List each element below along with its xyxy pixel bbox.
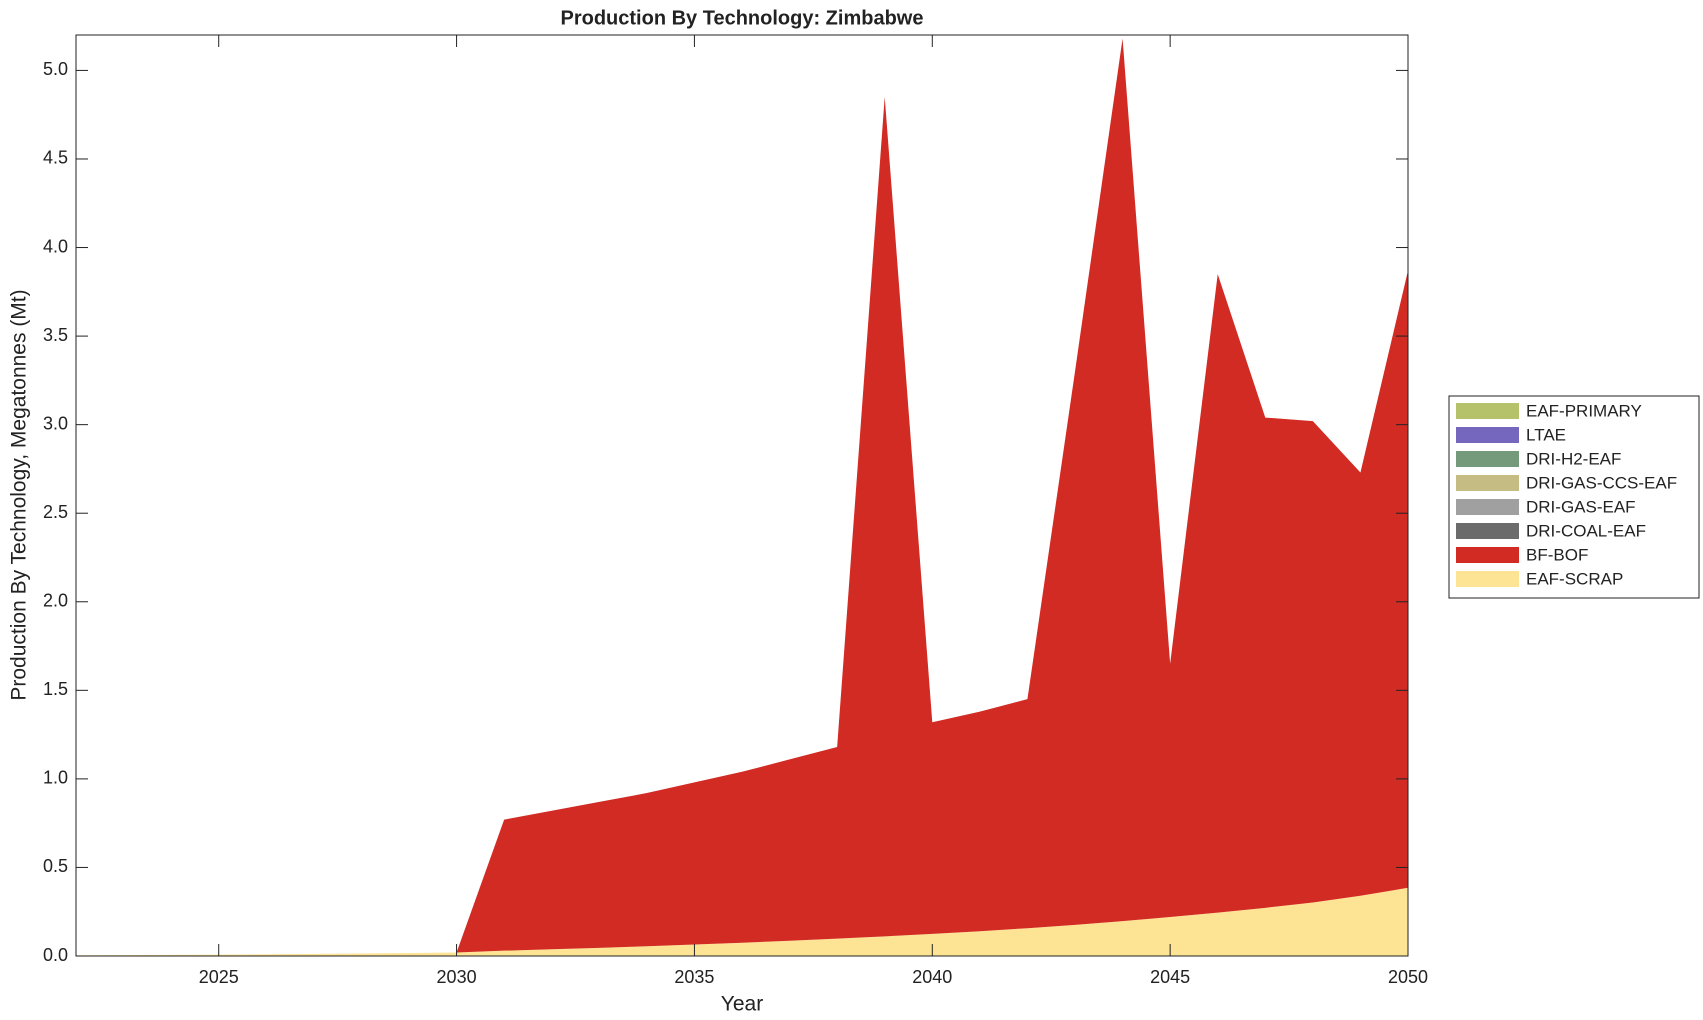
y-tick-label: 2.5 — [43, 502, 68, 522]
area — [76, 887, 1408, 956]
y-tick-label: 4.5 — [43, 148, 68, 168]
y-tick-label: 0.0 — [43, 945, 68, 965]
legend-label: DRI-GAS-CCS-EAF — [1526, 473, 1677, 492]
legend-swatch — [1456, 403, 1519, 419]
x-axis-label: Year — [721, 993, 763, 1016]
legend-label: EAF-SCRAP — [1526, 569, 1623, 588]
x-tick-label: 2030 — [437, 967, 477, 987]
area — [76, 38, 1408, 956]
legend-swatch — [1456, 571, 1519, 587]
y-tick-label: 1.0 — [43, 768, 68, 788]
y-tick-label: 0.5 — [43, 856, 68, 876]
chart-title: Production By Technology: Zimbabwe — [561, 7, 924, 29]
y-tick-label: 3.0 — [43, 413, 68, 433]
x-tick-label: 2035 — [674, 967, 714, 987]
x-tick-label: 2025 — [199, 967, 239, 987]
x-tick-label: 2045 — [1150, 967, 1190, 987]
legend-swatch — [1456, 523, 1519, 539]
legend-box — [1448, 395, 1700, 599]
legend-label: DRI-H2-EAF — [1526, 449, 1621, 468]
legend-swatch — [1456, 547, 1519, 563]
legend-swatch — [1456, 499, 1519, 515]
legend-label: LTAE — [1526, 425, 1566, 444]
legend-swatch — [1456, 475, 1519, 491]
legend-swatch — [1456, 451, 1519, 467]
legend-label: EAF-PRIMARY — [1526, 401, 1642, 420]
legend-label: DRI-COAL-EAF — [1526, 521, 1646, 540]
y-tick-label: 2.0 — [43, 591, 68, 611]
y-axis-label: Production By Technology, Megatonnes (Mt… — [8, 289, 31, 700]
legend-label: DRI-GAS-EAF — [1526, 497, 1636, 516]
x-tick-label: 2050 — [1388, 967, 1428, 987]
y-tick-label: 4.0 — [43, 236, 68, 256]
y-tick-label: 1.5 — [43, 679, 68, 699]
plot-frame — [75, 34, 1409, 957]
y-tick-label: 5.0 — [43, 59, 68, 79]
legend-label: BF-BOF — [1526, 545, 1588, 564]
x-tick-label: 2040 — [912, 967, 952, 987]
y-tick-label: 3.5 — [43, 325, 68, 345]
legend-swatch — [1456, 427, 1519, 443]
